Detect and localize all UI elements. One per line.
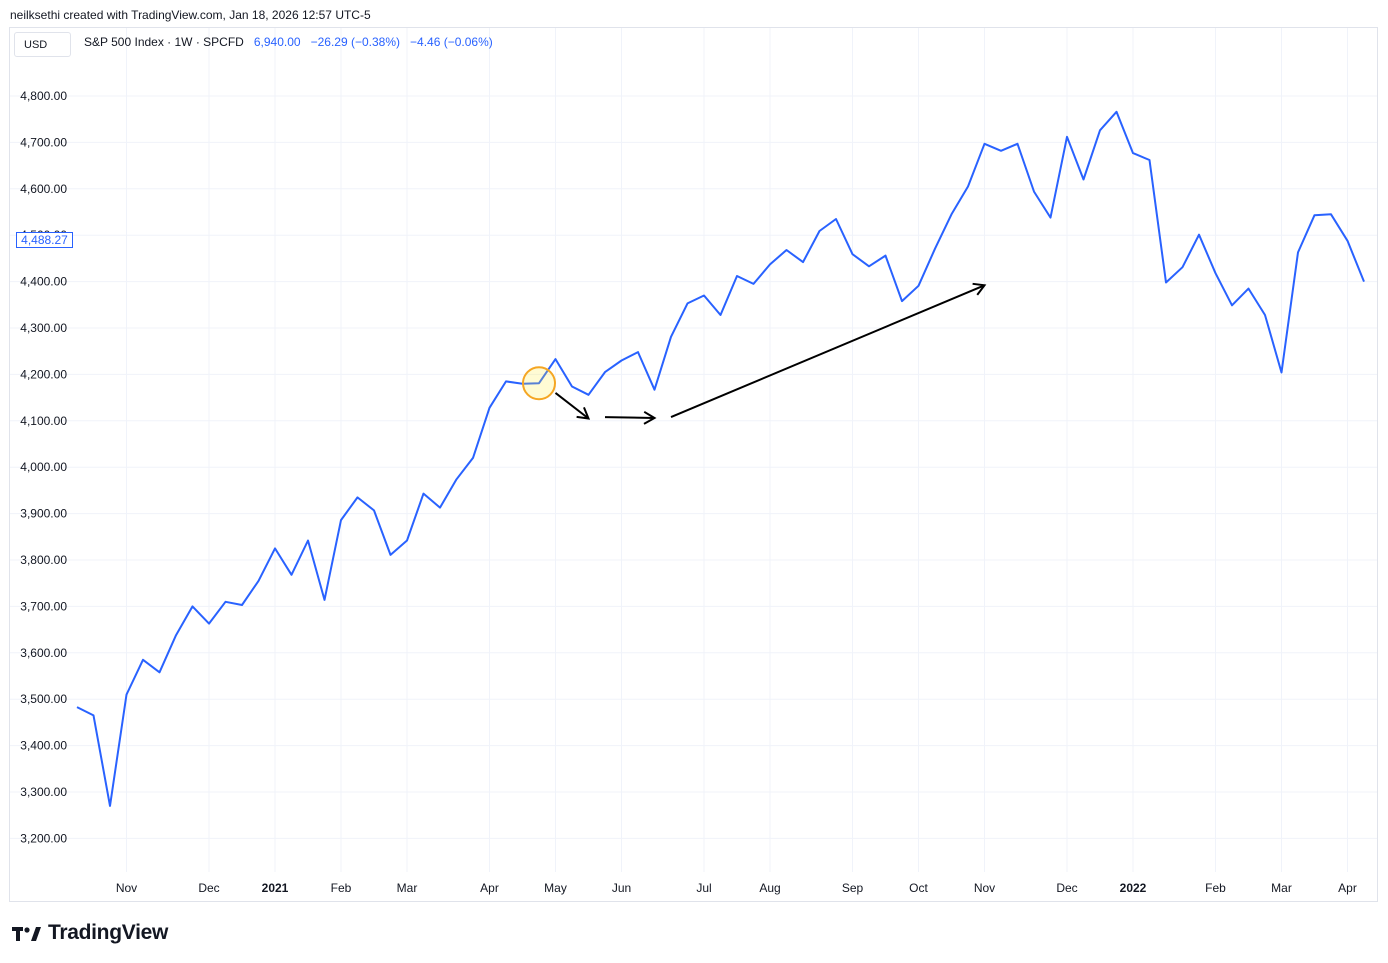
trend-arrow-shaft <box>670 284 985 419</box>
currency-selector[interactable]: USD <box>14 32 71 57</box>
y-tick-label: 3,200.00 <box>20 831 67 845</box>
x-tick-label: Jul <box>696 881 711 895</box>
trend-arrow-shaft <box>554 392 590 420</box>
x-tick-label: Dec <box>198 881 219 895</box>
x-tick-label: Sep <box>842 881 864 895</box>
chart-grid <box>10 28 1377 872</box>
x-tick-label: Mar <box>397 881 418 895</box>
price-series-line <box>76 110 1365 807</box>
y-tick-label: 4,000.00 <box>20 460 67 474</box>
tradingview-brand-text: TradingView <box>48 921 169 944</box>
x-tick-label: Nov <box>974 881 995 895</box>
trend-arrow[interactable] <box>604 410 657 425</box>
x-tick-label: Apr <box>1338 881 1357 895</box>
y-tick-label: 4,600.00 <box>20 182 67 196</box>
x-tick-label: Feb <box>331 881 352 895</box>
x-tick-label: Aug <box>759 881 780 895</box>
y-axis: 4,800.004,700.004,600.004,500.004,400.00… <box>20 89 67 845</box>
y-tick-label: 4,400.00 <box>20 275 67 289</box>
x-tick-label: Jun <box>612 881 631 895</box>
chart-frame <box>9 27 1378 902</box>
tradingview-logo: TradingView <box>12 921 168 945</box>
highlight-circle[interactable] <box>522 366 556 401</box>
y-tick-label: 3,600.00 <box>20 646 67 660</box>
y-tick-label: 4,100.00 <box>20 414 67 428</box>
trend-arrow-head <box>576 406 591 420</box>
y-tick-label: 4,300.00 <box>20 321 67 335</box>
x-tick-label: 2021 <box>262 881 289 895</box>
legend-symbol: S&P 500 Index · 1W · SPCFD <box>84 35 244 49</box>
y-tick-label: 4,700.00 <box>20 135 67 149</box>
y-tick-label: 4,800.00 <box>20 89 67 103</box>
y-tick-label: 3,800.00 <box>20 553 67 567</box>
legend-last-price: 6,940.00 <box>253 35 301 49</box>
chart-credit: neilksethi created with TradingView.com,… <box>10 8 371 22</box>
y-tick-label: 3,900.00 <box>20 507 67 521</box>
trend-arrow-shaft <box>604 416 655 420</box>
y-tick-label: 3,300.00 <box>20 785 67 799</box>
tradingview-logo-icon <box>12 927 41 941</box>
x-tick-label: Dec <box>1056 881 1077 895</box>
trend-arrow[interactable] <box>554 392 591 420</box>
trend-arrow-head <box>972 282 987 296</box>
y-tick-label: 3,400.00 <box>20 739 67 753</box>
x-tick-label: Nov <box>116 881 137 895</box>
x-tick-label: Oct <box>909 881 928 895</box>
legend-change: −26.29 (−0.38%) <box>310 35 400 49</box>
trend-arrow[interactable] <box>670 282 987 419</box>
x-tick-label: Apr <box>480 881 499 895</box>
x-axis: Nov Dec 2021 Feb Mar Apr May Jun Jul Aug Sep Oct Nov… <box>116 881 1357 895</box>
x-tick-label: May <box>544 881 567 895</box>
trend-arrow-head <box>643 410 657 425</box>
legend-change-secondary: −4.46 (−0.06%) <box>410 35 493 49</box>
chart-annotations <box>522 282 987 425</box>
crosshair-price-tag: 4,488.27 <box>16 232 73 248</box>
y-tick-label: 4,200.00 <box>20 367 67 381</box>
y-tick-label: 3,500.00 <box>20 692 67 706</box>
x-tick-label: Mar <box>1271 881 1292 895</box>
y-tick-label: 3,700.00 <box>20 599 67 613</box>
symbol-legend: S&P 500 Index · 1W · SPCFD 6,940.00 −26.… <box>84 35 493 49</box>
x-tick-label: 2022 <box>1120 881 1147 895</box>
x-tick-label: Feb <box>1205 881 1226 895</box>
